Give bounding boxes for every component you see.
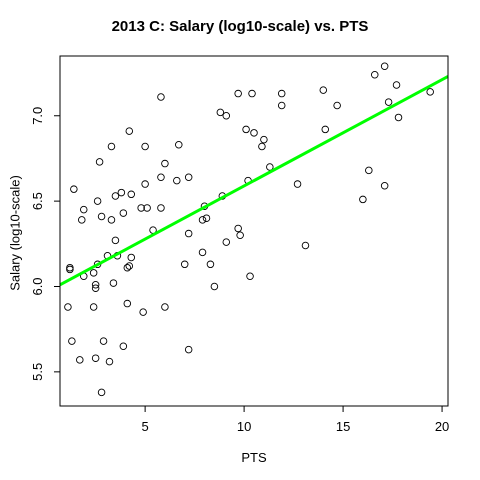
data-point (359, 195, 367, 204)
data-point (222, 112, 231, 120)
data-point (222, 238, 231, 246)
data-point (161, 159, 169, 168)
data-point (236, 231, 244, 240)
data-point (68, 337, 76, 345)
data-point (139, 308, 147, 316)
data-point (119, 209, 128, 217)
data-point (78, 216, 86, 224)
data-point (97, 388, 106, 397)
data-point (394, 113, 403, 122)
data-point (380, 62, 389, 70)
regression-line (59, 75, 449, 287)
data-point (365, 166, 373, 175)
x-tick-label: 5 (142, 419, 149, 434)
data-point (99, 337, 108, 345)
data-point (123, 263, 132, 272)
data-point (258, 142, 266, 151)
data-point (248, 89, 256, 98)
x-axis-label: PTS (241, 450, 267, 465)
data-point (216, 108, 225, 117)
data-point (301, 241, 310, 250)
x-axis: 5 10 15 20 (142, 406, 449, 434)
data-point (277, 89, 286, 98)
data-point (246, 272, 254, 280)
data-point (105, 357, 114, 366)
data-point (319, 86, 328, 94)
data-point (157, 204, 165, 212)
chart-title: 2013 C: Salary (log10-scale) vs. PTS (111, 18, 369, 35)
y-tick-label: 6.5 (30, 192, 45, 210)
data-point (64, 303, 72, 311)
data-point (180, 260, 189, 269)
data-point (119, 342, 128, 350)
y-tick-label: 6.0 (30, 277, 45, 295)
y-tick-label: 7.0 (30, 107, 45, 125)
data-point (184, 229, 193, 238)
data-point (384, 98, 393, 106)
data-point (95, 158, 104, 166)
data-point (89, 303, 98, 311)
data-point (123, 299, 132, 308)
data-point (184, 345, 193, 354)
data-point (107, 216, 116, 224)
y-tick-label: 5.5 (30, 363, 45, 381)
x-tick-label: 10 (237, 419, 251, 434)
data-point (277, 101, 286, 110)
data-point (175, 141, 183, 149)
data-point (141, 180, 149, 188)
data-point (234, 89, 242, 98)
data-point (125, 262, 134, 270)
data-point (93, 197, 102, 205)
data-point (184, 173, 193, 181)
data-point (66, 265, 74, 274)
data-point (392, 81, 401, 89)
data-point (234, 224, 242, 233)
data-point (127, 253, 136, 262)
x-tick-label: 15 (336, 419, 350, 434)
plot-frame (59, 55, 449, 407)
data-point (206, 260, 215, 269)
data-point (371, 71, 379, 79)
data-point (141, 142, 149, 151)
data-point (242, 125, 250, 134)
data-point (125, 127, 134, 135)
data-point (266, 163, 274, 171)
data-point (97, 212, 106, 221)
data-point (202, 214, 211, 222)
data-point (210, 282, 219, 291)
data-point (260, 135, 268, 144)
data-point (293, 180, 302, 188)
y-axis: 5.5 6.0 6.5 7.0 (30, 107, 60, 381)
data-point (157, 93, 165, 101)
data-point (91, 281, 100, 289)
data-point (111, 192, 120, 200)
y-axis-label: Salary (log10-scale) (7, 175, 23, 291)
data-point (380, 182, 389, 190)
data-point (89, 269, 98, 277)
x-tick-label: 20 (435, 419, 449, 434)
data-point (91, 284, 100, 292)
data-point (143, 204, 151, 212)
data-point (198, 216, 207, 224)
data-point (161, 303, 169, 311)
data-point (109, 279, 118, 287)
data-point (91, 354, 100, 362)
data-point (76, 356, 84, 364)
data-point (127, 190, 136, 199)
data-point (117, 188, 126, 197)
data-point (107, 142, 116, 151)
data-point (111, 236, 120, 245)
data-point (173, 176, 181, 185)
data-point (137, 204, 145, 212)
data-point (157, 173, 165, 181)
data-point (70, 185, 78, 193)
data-point (250, 129, 258, 137)
data-point (198, 248, 207, 257)
data-point (333, 101, 341, 110)
data-point (426, 88, 434, 96)
data-point (80, 205, 88, 214)
data-point (321, 125, 330, 134)
